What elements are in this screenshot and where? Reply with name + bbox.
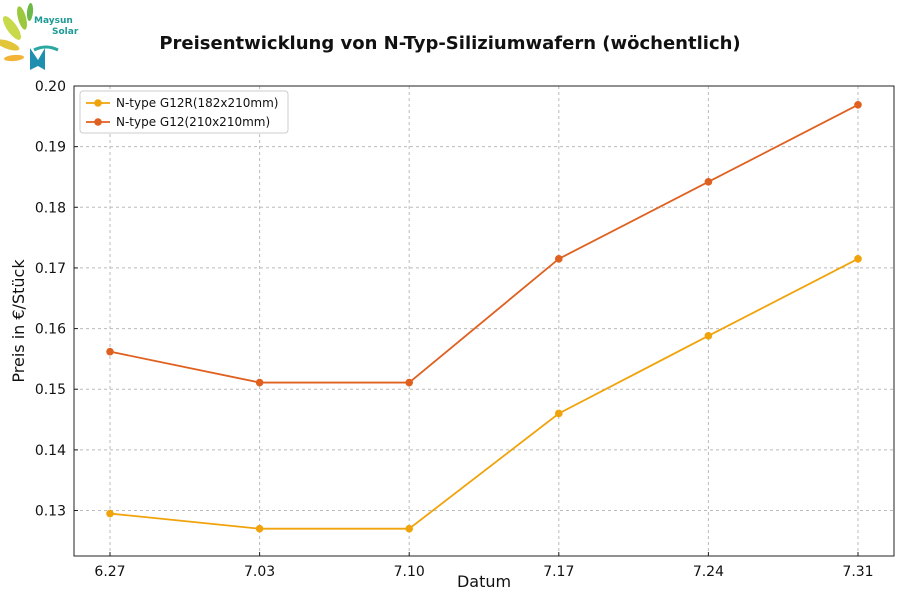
legend: N-type G12R(182x210mm) N-type G12(210x210… — [79, 90, 289, 134]
x-tick-label: 7.31 — [842, 564, 873, 580]
legend-label: N-type G12R(182x210mm) — [116, 96, 279, 110]
y-axis-label: Preis in €/Stück — [9, 259, 28, 383]
logo-text-line1: Maysun — [34, 16, 73, 26]
data-point — [255, 524, 264, 533]
data-point — [106, 509, 114, 518]
x-tick-label: 7.03 — [244, 564, 275, 580]
y-tick-label: 0.19 — [35, 140, 66, 156]
x-tick-label: 6.27 — [94, 564, 125, 580]
x-tick-label: 7.17 — [543, 564, 574, 580]
legend-label: N-type G12(210x210mm) — [116, 115, 270, 129]
x-tick-label: 7.24 — [693, 564, 724, 580]
x-axis: 6.27 7.03 7.10 7.17 7.24 7.31 — [94, 552, 874, 580]
legend-marker — [94, 118, 102, 126]
legend-marker — [94, 99, 102, 107]
logo-text-line2: Solar — [52, 27, 79, 37]
series-line-2 — [109, 103, 859, 384]
data-point — [405, 378, 414, 387]
data-point — [704, 178, 713, 186]
legend-box — [79, 90, 289, 134]
data-point — [405, 524, 414, 533]
x-tick-label: 7.10 — [394, 564, 425, 580]
data-point — [704, 332, 713, 340]
y-tick-label: 0.18 — [35, 200, 66, 216]
y-tick-label: 0.14 — [35, 443, 66, 459]
maysun-solar-logo: Maysun Solar — [0, 0, 95, 80]
chart-title: Preisentwicklung von N-Typ-Siliziumwafer… — [159, 33, 741, 54]
y-tick-label: 0.20 — [35, 79, 66, 95]
data-point — [854, 101, 862, 109]
series-group — [106, 101, 862, 533]
leaf-logo-icon — [0, 3, 59, 70]
data-point — [555, 255, 563, 263]
data-point — [106, 347, 114, 356]
data-point — [255, 378, 264, 387]
y-tick-label: 0.16 — [35, 322, 66, 338]
y-tick-label: 0.17 — [35, 261, 66, 277]
y-tick-label: 0.13 — [35, 504, 66, 520]
data-point — [555, 409, 563, 418]
plot-frame — [73, 85, 895, 557]
series-line-1 — [109, 258, 859, 530]
x-axis-label: Datum — [457, 572, 511, 591]
data-point — [854, 255, 862, 263]
y-tick-label: 0.15 — [35, 382, 66, 398]
y-axis: 0.13 0.14 0.15 0.16 0.17 0.18 0.19 0.20 — [35, 79, 78, 520]
